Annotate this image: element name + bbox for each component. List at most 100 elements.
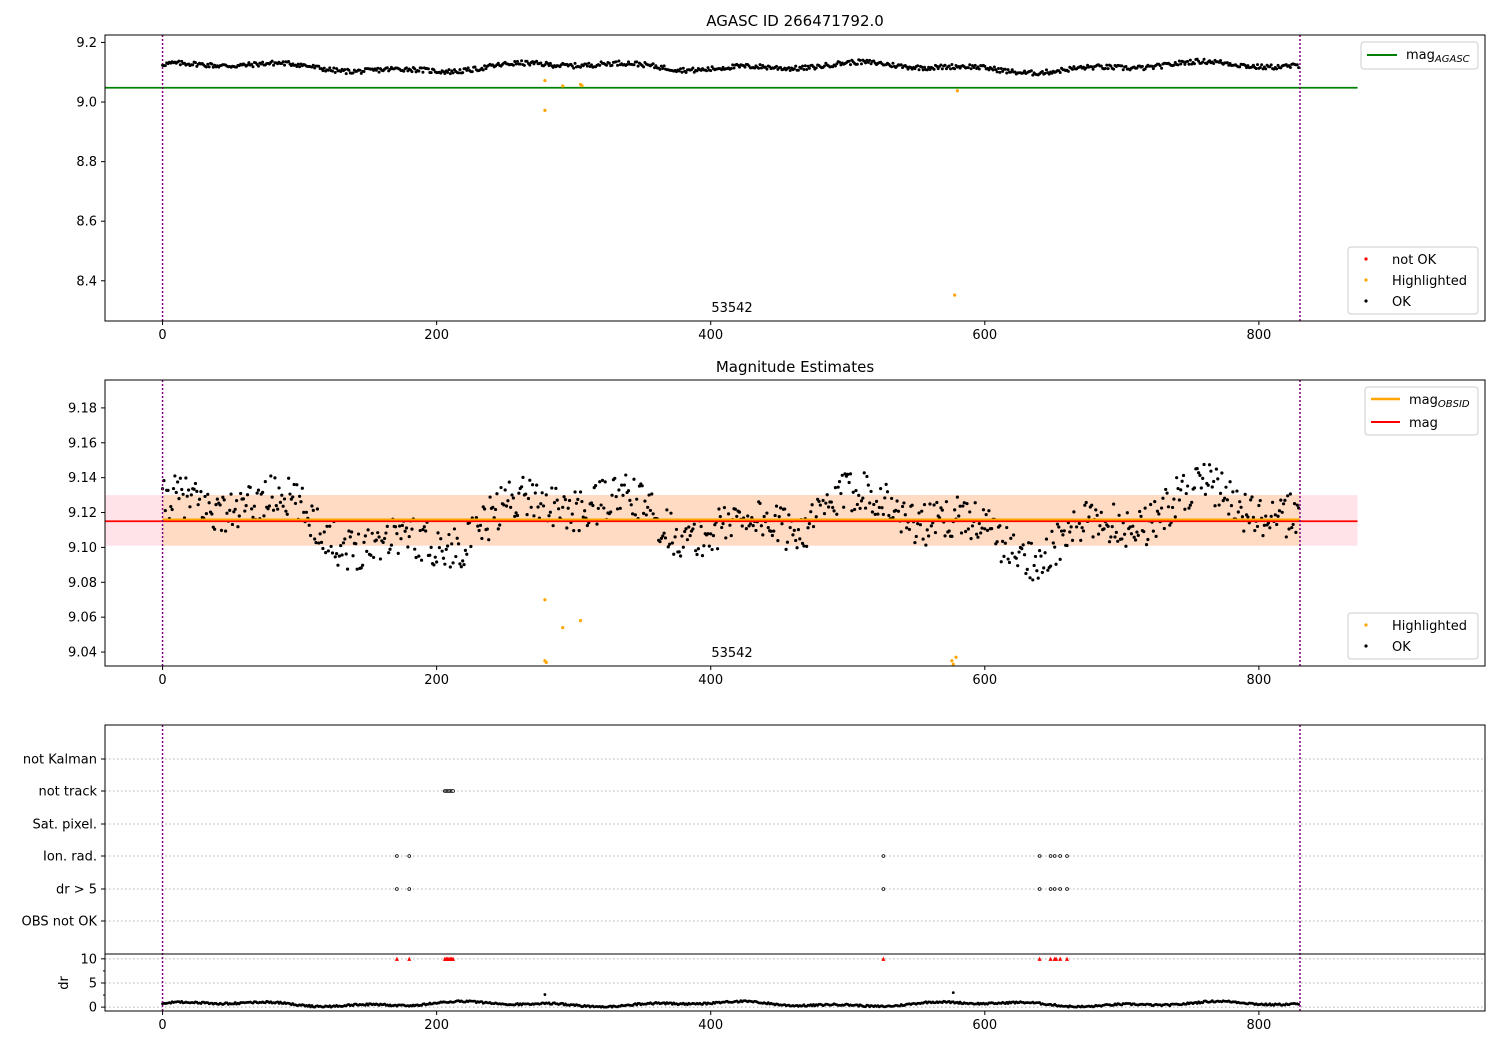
ok-point <box>1140 64 1144 68</box>
ok-point <box>1246 515 1250 519</box>
ok-point <box>576 497 580 501</box>
ok-point <box>890 496 894 501</box>
ok-point <box>599 503 603 507</box>
ok-point <box>1188 58 1192 62</box>
ok-point <box>1280 510 1284 514</box>
legend-ok-label: OK <box>1392 640 1411 655</box>
ok-point <box>193 61 197 65</box>
ok-point <box>598 63 602 67</box>
y-tick-label: 8.4 <box>76 274 97 289</box>
ok-point <box>267 504 272 508</box>
ok-point <box>695 552 699 557</box>
ok-point <box>169 504 173 509</box>
ok-point <box>234 498 239 503</box>
ok-point <box>670 541 674 545</box>
ok-point <box>1102 527 1106 531</box>
ok-point <box>812 65 816 69</box>
ok-point <box>347 68 351 72</box>
ok-point <box>873 512 877 516</box>
ok-point <box>1112 502 1116 506</box>
ok-point <box>1295 63 1299 67</box>
ok-point <box>381 540 385 545</box>
ok-point <box>173 474 177 478</box>
x-tick-label: 800 <box>1246 673 1271 688</box>
ok-point <box>282 497 287 501</box>
ok-point <box>1032 563 1036 568</box>
ok-point <box>1023 69 1027 73</box>
ok-point <box>481 68 485 72</box>
ok-point <box>603 480 607 484</box>
ok-point <box>929 524 933 528</box>
ok-point <box>709 69 713 73</box>
ok-point <box>610 63 614 67</box>
ok-point <box>192 487 196 491</box>
ok-point <box>1183 62 1187 66</box>
ok-point <box>661 534 665 538</box>
ok-point <box>642 65 646 69</box>
ok-point <box>424 529 428 533</box>
ok-point <box>1144 543 1149 547</box>
ok-point <box>174 490 178 495</box>
ok-point <box>583 509 587 513</box>
ok-point <box>525 513 529 517</box>
ok-point <box>474 516 478 520</box>
ok-point <box>1022 553 1027 557</box>
ok-point <box>520 59 524 63</box>
ok-point <box>1166 505 1171 509</box>
ok-point <box>635 60 639 64</box>
legend-highlighted-marker <box>1364 623 1368 627</box>
ok-point <box>1198 473 1202 477</box>
ok-point <box>899 530 903 534</box>
ok-point <box>1220 471 1224 475</box>
ok-point <box>376 66 380 70</box>
ok-point <box>1161 496 1165 500</box>
y-tick-label: 9.06 <box>68 611 97 626</box>
x-tick-label: 800 <box>1246 1018 1271 1033</box>
ok-point <box>487 538 491 542</box>
flag-point <box>1048 854 1053 858</box>
ok-point <box>587 61 591 65</box>
ok-point <box>210 512 214 516</box>
ok-point <box>780 522 784 526</box>
ok-point <box>287 59 291 63</box>
ok-point <box>589 501 594 505</box>
ok-point <box>1157 512 1161 516</box>
estimates-legend-bottom: Highlighted OK <box>1347 612 1479 660</box>
x-tick-label: 200 <box>424 673 449 688</box>
ok-point <box>916 522 920 526</box>
ok-point <box>835 512 839 516</box>
ok-point <box>944 500 949 504</box>
ok-point <box>1105 63 1109 67</box>
ok-point <box>776 539 780 543</box>
ok-point <box>330 69 334 73</box>
ok-point <box>1040 570 1044 575</box>
ok-point <box>832 509 836 513</box>
ok-point <box>1038 549 1042 553</box>
ok-point <box>272 63 276 67</box>
ok-point <box>1103 66 1107 70</box>
flag-point <box>407 887 412 891</box>
ok-point <box>1084 66 1088 70</box>
ok-point <box>509 505 513 509</box>
ok-point <box>853 507 857 512</box>
ok-point <box>717 507 721 511</box>
ok-point <box>905 526 909 530</box>
ok-point <box>321 546 325 551</box>
ok-point <box>824 501 828 505</box>
ok-point <box>955 495 959 499</box>
ok-point <box>228 508 232 512</box>
ok-point <box>965 501 969 506</box>
ok-point <box>548 510 552 514</box>
ok-point <box>1024 571 1028 576</box>
ok-point <box>1269 63 1273 67</box>
ok-point <box>483 64 487 68</box>
ok-point <box>573 61 577 65</box>
ok-point <box>236 525 240 529</box>
highlighted-point <box>543 108 547 112</box>
ok-point <box>709 532 713 536</box>
ok-point <box>1236 510 1240 514</box>
ok-point <box>465 68 469 72</box>
flag-point <box>1052 854 1057 858</box>
ok-point <box>540 491 544 495</box>
flag-point <box>881 854 886 858</box>
